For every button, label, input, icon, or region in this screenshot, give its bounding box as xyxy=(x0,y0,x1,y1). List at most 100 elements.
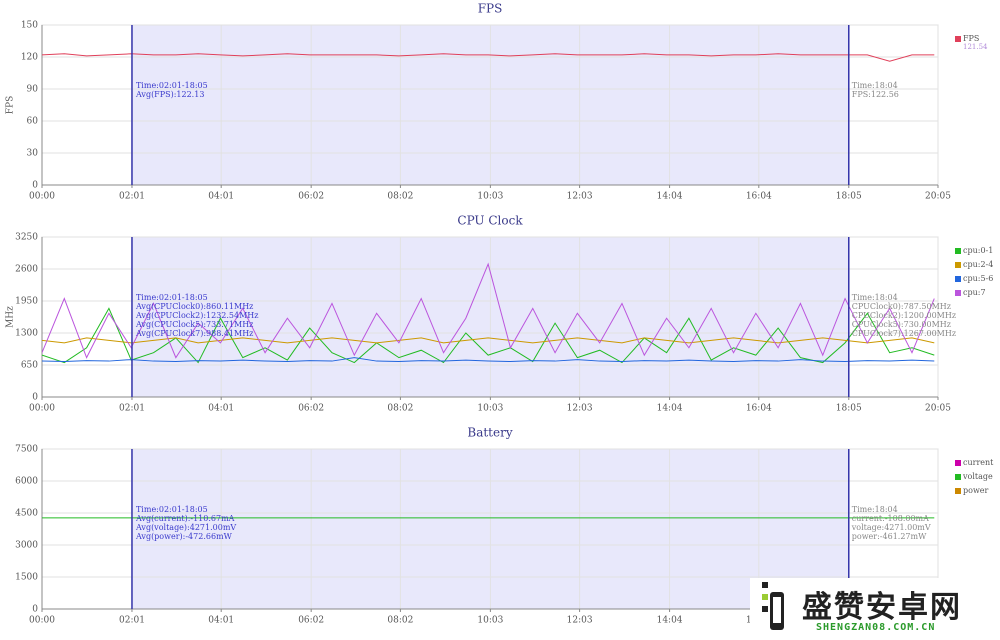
x-tick-label: 10:03 xyxy=(477,192,503,202)
legend-swatch xyxy=(955,290,961,296)
legend-label: cpu:5-6 xyxy=(963,274,993,283)
annotation-right: CPUClock5):730.00MHz xyxy=(852,320,951,329)
x-tick-label: 14:04 xyxy=(657,404,683,414)
x-tick-label: 00:00 xyxy=(29,192,55,202)
annotation-right: Time:18:04 xyxy=(852,81,898,90)
annotation-right: Time:18:04 xyxy=(852,293,898,302)
y-tick-label: 4500 xyxy=(15,509,38,519)
x-tick-label: 02:01 xyxy=(119,616,145,626)
x-tick-label: 04:01 xyxy=(208,616,234,626)
x-tick-label: 20:05 xyxy=(925,192,951,202)
x-tick-label: 00:00 xyxy=(29,616,55,626)
x-tick-label: 10:03 xyxy=(477,616,503,626)
y-tick-label: 30 xyxy=(27,149,39,159)
legend-label: cpu:7 xyxy=(963,288,986,297)
y-tick-label: 1500 xyxy=(15,573,38,583)
chart-title: FPS xyxy=(478,2,503,16)
legend-swatch xyxy=(955,276,961,282)
annotation-left: Time:02:01-18:05 xyxy=(136,293,208,302)
watermark-url: SHENGZAN08.COM.CN xyxy=(816,622,936,633)
series-line xyxy=(42,357,935,363)
annotation-left: Avg(power):-472.66mW xyxy=(135,532,233,541)
y-tick-label: 150 xyxy=(21,21,38,31)
annotation-right: power:-461.27mW xyxy=(852,532,927,541)
legend-swatch xyxy=(955,474,961,480)
annotation-right: Time:18:04 xyxy=(852,505,898,514)
y-tick-label: 120 xyxy=(21,53,38,63)
x-tick-label: 06:02 xyxy=(298,192,324,202)
annotation-right: voltage:4271.00mV xyxy=(851,523,931,532)
legend-label: current xyxy=(963,458,994,467)
y-tick-label: 90 xyxy=(27,85,39,95)
x-tick-label: 06:02 xyxy=(298,404,324,414)
y-tick-label: 7500 xyxy=(15,445,38,455)
annotation-left: Avg(CPUClock7):988.41MHz xyxy=(135,329,253,338)
annotation-left: Avg(current):-110.67mA xyxy=(135,514,235,523)
x-tick-label: 16:04 xyxy=(746,192,772,202)
series-line xyxy=(42,337,935,344)
legend-label: cpu:0-1 xyxy=(963,246,993,255)
series-line xyxy=(42,262,935,359)
y-tick-label: 0 xyxy=(32,181,38,191)
series-line xyxy=(42,307,935,364)
legend-swatch xyxy=(955,36,961,42)
y-tick-label: 2600 xyxy=(15,265,38,275)
annotation-right: current:-108.00mA xyxy=(852,514,929,523)
legend-label: cpu:2-4 xyxy=(963,260,993,269)
x-tick-label: 08:02 xyxy=(387,616,413,626)
annotation-left: Avg(FPS):122.13 xyxy=(135,90,204,99)
x-tick-label: 08:02 xyxy=(387,404,413,414)
legend-swatch xyxy=(955,488,961,494)
y-tick-label: 3000 xyxy=(15,541,38,551)
x-tick-label: 12:03 xyxy=(567,192,593,202)
y-tick-label: 0 xyxy=(32,605,38,615)
x-tick-label: 12:03 xyxy=(567,404,593,414)
y-tick-label: 0 xyxy=(32,393,38,403)
x-tick-label: 02:01 xyxy=(119,404,145,414)
annotation-right: CPUClock2):1200.00MHz xyxy=(852,311,956,320)
x-tick-label: 12:03 xyxy=(567,616,593,626)
x-tick-label: 06:02 xyxy=(298,616,324,626)
legend-swatch xyxy=(955,248,961,254)
y-axis-label: FPS xyxy=(6,96,16,114)
annotation-right: FPS:122.56 xyxy=(852,90,899,99)
legend-label: voltage xyxy=(962,472,993,481)
x-tick-label: 04:01 xyxy=(208,192,234,202)
legend-swatch xyxy=(955,460,961,466)
annotation-left: Time:02:01-18:05 xyxy=(136,505,208,514)
chart-title: Battery xyxy=(467,426,512,440)
y-tick-label: 3250 xyxy=(15,233,38,243)
y-tick-label: 1950 xyxy=(15,297,38,307)
annotation-left: Avg(CPUClock5):733.71MHz xyxy=(135,320,253,329)
x-tick-label: 18:05 xyxy=(836,192,862,202)
legend-label: FPS xyxy=(963,34,979,43)
y-tick-label: 60 xyxy=(27,117,39,127)
legend-label: power xyxy=(963,486,989,495)
chart-title: CPU Clock xyxy=(457,214,523,228)
x-tick-label: 10:03 xyxy=(477,404,503,414)
y-axis-label: MHz xyxy=(6,306,16,328)
watermark-icon xyxy=(762,582,784,630)
annotation-left: Avg(voltage):4271.00mV xyxy=(135,523,236,532)
series-line xyxy=(42,53,935,62)
y-tick-label: 6000 xyxy=(15,477,38,487)
legend-value: 121.54 xyxy=(963,43,988,51)
watermark: 盛赞安卓网 SHENGZAN08.COM.CN xyxy=(750,578,1000,640)
x-tick-label: 14:04 xyxy=(657,616,683,626)
y-tick-label: 650 xyxy=(21,361,38,371)
annotation-left: Time:02:01-18:05 xyxy=(136,81,208,90)
x-tick-label: 16:04 xyxy=(746,404,772,414)
x-tick-label: 20:05 xyxy=(925,404,951,414)
y-tick-label: 1300 xyxy=(15,329,38,339)
annotation-left: Avg(CPUClock0):860.11MHz xyxy=(135,302,253,311)
x-tick-label: 04:01 xyxy=(208,404,234,414)
annotation-right: CPUClock0):787.50MHz xyxy=(852,302,951,311)
x-tick-label: 18:05 xyxy=(836,404,862,414)
x-tick-label: 08:02 xyxy=(387,192,413,202)
legend-swatch xyxy=(955,262,961,268)
x-tick-label: 00:00 xyxy=(29,404,55,414)
x-tick-label: 02:01 xyxy=(119,192,145,202)
watermark-name: 盛赞安卓网 xyxy=(802,590,962,625)
